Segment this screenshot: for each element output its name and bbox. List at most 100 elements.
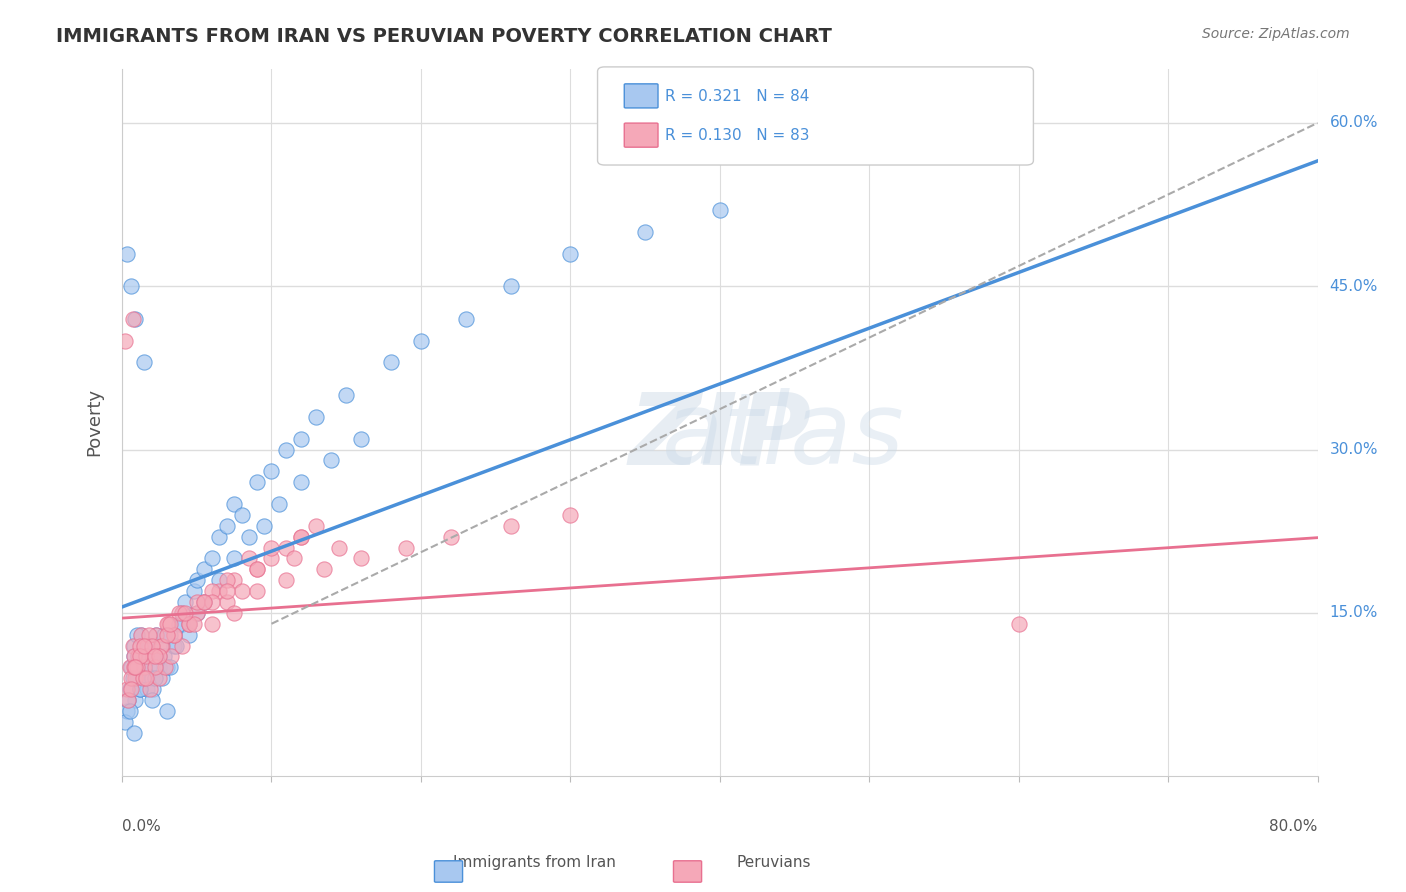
Point — [193, 562, 215, 576]
Point — [114, 714, 136, 729]
Point — [135, 671, 157, 685]
Point — [499, 518, 522, 533]
Point — [208, 584, 231, 599]
Text: 45.0%: 45.0% — [1330, 279, 1378, 293]
Point — [155, 660, 177, 674]
Point — [163, 627, 186, 641]
Point — [135, 649, 157, 664]
Point — [186, 606, 208, 620]
Text: 30.0%: 30.0% — [1330, 442, 1378, 457]
Point — [290, 475, 312, 490]
Point — [170, 616, 193, 631]
Point — [305, 409, 328, 424]
Point — [173, 606, 195, 620]
Point — [328, 541, 350, 555]
Point — [120, 671, 142, 685]
Point — [132, 671, 155, 685]
Point — [215, 584, 238, 599]
Point — [141, 639, 163, 653]
Point — [170, 606, 193, 620]
Point — [122, 639, 145, 653]
Point — [238, 551, 260, 566]
Point — [134, 671, 156, 685]
Point — [148, 671, 170, 685]
Point — [143, 671, 166, 685]
Point — [260, 541, 283, 555]
Text: Peruvians: Peruvians — [737, 855, 810, 870]
Point — [124, 312, 146, 326]
Point — [160, 649, 183, 664]
Point — [163, 627, 186, 641]
Point — [121, 312, 143, 326]
Text: Immigrants from Iran: Immigrants from Iran — [453, 855, 616, 870]
Point — [156, 660, 179, 674]
Point — [153, 627, 176, 641]
Point — [138, 660, 160, 674]
Point — [290, 530, 312, 544]
Text: 60.0%: 60.0% — [1330, 115, 1378, 130]
Point — [245, 475, 267, 490]
Text: 80.0%: 80.0% — [1270, 819, 1317, 834]
Point — [149, 639, 172, 653]
Point — [395, 541, 418, 555]
Point — [127, 649, 149, 664]
Point — [117, 693, 139, 707]
Point — [231, 508, 253, 522]
Point — [193, 595, 215, 609]
Point — [634, 225, 657, 239]
Point — [125, 660, 148, 674]
Point — [141, 693, 163, 707]
Point — [136, 639, 159, 653]
Point — [120, 682, 142, 697]
Point — [201, 616, 224, 631]
Point — [135, 649, 157, 664]
Point — [709, 202, 731, 217]
Point — [120, 279, 142, 293]
Point — [186, 573, 208, 587]
Point — [208, 573, 231, 587]
Point — [183, 616, 205, 631]
Point — [134, 660, 156, 674]
Point — [143, 649, 166, 664]
Point — [276, 442, 298, 457]
Point — [122, 725, 145, 739]
Point — [156, 704, 179, 718]
Point — [125, 627, 148, 641]
Point — [167, 606, 190, 620]
Point — [143, 649, 166, 664]
Point — [145, 627, 167, 641]
Point — [267, 497, 290, 511]
Y-axis label: Poverty: Poverty — [86, 388, 103, 457]
Point — [138, 639, 160, 653]
Text: R = 0.321   N = 84: R = 0.321 N = 84 — [665, 89, 810, 103]
Point — [129, 639, 152, 653]
Point — [152, 639, 174, 653]
Point — [224, 573, 246, 587]
Point — [124, 671, 146, 685]
Point — [125, 671, 148, 685]
Point — [170, 606, 193, 620]
Point — [173, 595, 195, 609]
Text: 0.0%: 0.0% — [122, 819, 160, 834]
Point — [380, 355, 402, 369]
Text: 15.0%: 15.0% — [1330, 606, 1378, 620]
Point — [283, 551, 305, 566]
Point — [312, 562, 335, 576]
Point — [122, 649, 145, 664]
Point — [132, 660, 155, 674]
Point — [148, 660, 170, 674]
Point — [186, 595, 208, 609]
Point — [129, 649, 152, 664]
Point — [141, 671, 163, 685]
Point — [276, 573, 298, 587]
Point — [290, 530, 312, 544]
Point — [350, 551, 373, 566]
Point — [245, 562, 267, 576]
Point — [245, 584, 267, 599]
Point — [159, 627, 181, 641]
Point — [134, 355, 156, 369]
Point — [499, 279, 522, 293]
Point — [179, 627, 201, 641]
Point — [148, 649, 170, 664]
Point — [215, 595, 238, 609]
